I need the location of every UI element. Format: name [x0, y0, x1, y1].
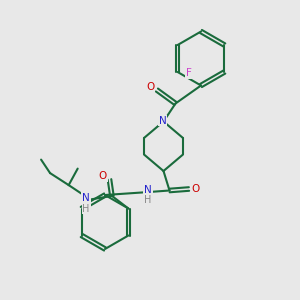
Text: H: H [82, 203, 90, 214]
Text: O: O [146, 82, 154, 92]
Text: N: N [159, 116, 167, 126]
Text: N: N [82, 193, 90, 203]
Text: F: F [186, 68, 192, 79]
Text: H: H [144, 195, 152, 206]
Text: O: O [99, 171, 107, 182]
Text: O: O [191, 184, 200, 194]
Text: N: N [144, 185, 152, 196]
